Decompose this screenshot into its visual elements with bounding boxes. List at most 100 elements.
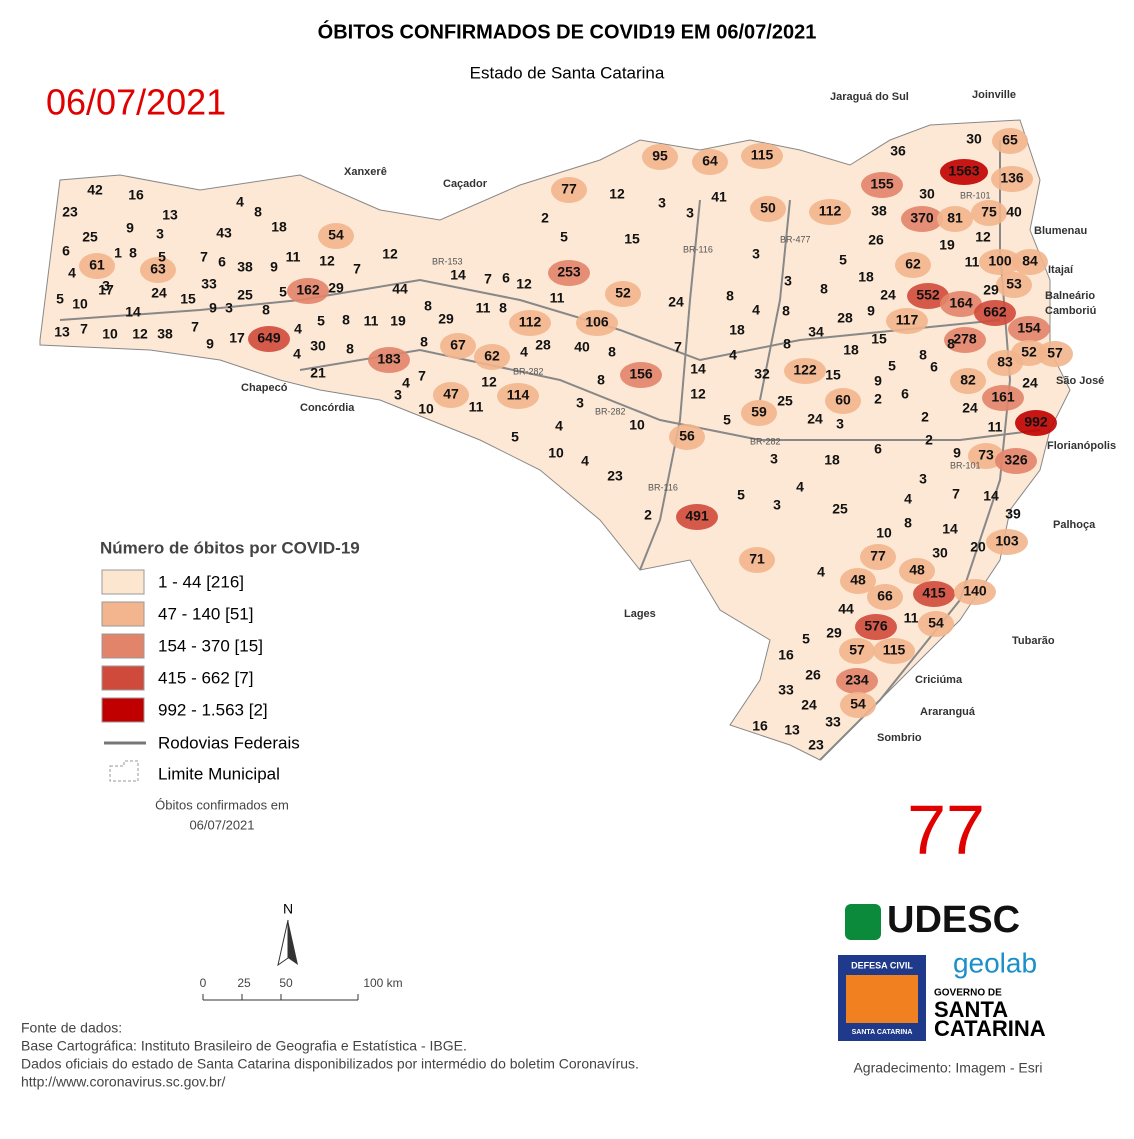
place-label: Florianópolis	[1047, 440, 1116, 452]
place-label: Balneário	[1045, 290, 1095, 302]
death-count: 5	[56, 291, 64, 307]
death-count: 3	[770, 451, 778, 467]
death-count: 5	[737, 487, 745, 503]
death-count: 3	[836, 416, 844, 432]
north-arrow-right	[288, 920, 298, 965]
municipality-area	[79, 253, 115, 279]
death-count: 491	[685, 508, 709, 524]
legend: Número de óbitos por COVID-19 1 - 44 [21…	[100, 538, 360, 832]
death-count: 3	[658, 195, 666, 211]
death-count: 161	[991, 389, 1015, 405]
municipality-area	[548, 260, 590, 286]
death-count: 26	[868, 232, 884, 248]
legend-swatch	[101, 697, 145, 723]
death-count: 60	[835, 392, 851, 408]
death-count: 33	[778, 682, 794, 698]
death-count: 183	[377, 351, 401, 367]
death-count: 7	[418, 368, 426, 384]
death-count: 14	[450, 267, 466, 283]
death-count: 54	[328, 227, 344, 243]
place-label: Xanxerê	[344, 166, 387, 178]
municipality-area	[991, 166, 1033, 192]
death-count: 4	[796, 479, 804, 495]
death-count: 40	[1006, 204, 1022, 220]
death-count: 29	[826, 625, 842, 641]
municipality-area	[669, 424, 705, 450]
death-count: 65	[1002, 132, 1018, 148]
death-count: 38	[157, 326, 173, 342]
death-count: 8	[262, 302, 270, 318]
death-count: 155	[870, 176, 894, 192]
place-label: Caçador	[443, 178, 488, 190]
death-count: 34	[808, 324, 824, 340]
legend-label: 415 - 662 [7]	[158, 668, 253, 687]
gov-logo: CATARINA	[934, 1016, 1046, 1041]
death-count: 24	[151, 285, 167, 301]
municipality-area	[1015, 410, 1057, 436]
legend-label: 47 - 140 [51]	[158, 604, 253, 623]
death-count: 28	[837, 310, 853, 326]
place-label: Araranguá	[920, 706, 976, 718]
death-count: 75	[981, 204, 997, 220]
death-count: 63	[150, 261, 166, 277]
death-count: 4	[555, 418, 563, 434]
death-count: 8	[424, 298, 432, 314]
death-count: 164	[949, 295, 973, 311]
road-label: BR-282	[595, 406, 626, 416]
death-count: 115	[883, 642, 906, 658]
death-count: 11	[988, 419, 1003, 435]
death-count: 41	[711, 189, 727, 205]
death-count: 17	[229, 330, 245, 346]
municipality-area	[968, 443, 1004, 469]
death-count: 77	[561, 181, 577, 197]
death-count: 24	[962, 400, 978, 416]
legend-swatch	[101, 601, 145, 627]
death-count: 3	[784, 273, 792, 289]
death-count: 11	[469, 399, 484, 415]
death-count: 4	[817, 564, 825, 580]
death-count: 13	[54, 324, 70, 340]
death-count: 15	[871, 331, 887, 347]
death-count: 6	[874, 441, 882, 457]
municipality-area	[368, 347, 410, 373]
death-count: 14	[125, 304, 141, 320]
municipality-area	[840, 692, 876, 718]
death-count: 156	[629, 366, 653, 382]
road-label: BR-153	[432, 256, 463, 266]
death-count: 15	[825, 367, 841, 383]
north-arrow: N	[277, 901, 298, 967]
legend-swatch	[101, 569, 145, 595]
death-count: 12	[132, 326, 148, 342]
scale-bar	[202, 994, 359, 1001]
legend-label: 154 - 370 [15]	[158, 636, 263, 655]
death-count: 8	[947, 336, 955, 352]
death-count: 39	[1005, 506, 1021, 522]
municipality-area	[950, 368, 986, 394]
death-count: 100	[988, 253, 1012, 269]
death-count: 64	[702, 153, 718, 169]
road-label: BR-116	[648, 482, 678, 492]
death-count: 415	[922, 585, 946, 601]
death-count: 56	[679, 428, 695, 444]
death-count: 25	[82, 229, 98, 245]
death-count: 73	[978, 447, 994, 463]
death-count: 4	[581, 453, 589, 469]
death-count: 30	[932, 545, 948, 561]
death-count: 19	[939, 237, 955, 253]
death-count: 30	[310, 338, 326, 354]
municipality-area	[620, 362, 662, 388]
death-count: 12	[382, 246, 398, 262]
legend-swatch	[101, 633, 145, 659]
death-count: 4	[904, 491, 912, 507]
municipality-area	[855, 614, 897, 640]
death-count: 117	[896, 312, 919, 328]
death-count: 83	[997, 354, 1013, 370]
municipality-area	[995, 448, 1037, 474]
death-count: 25	[832, 501, 848, 517]
death-count: 7	[484, 271, 492, 287]
death-count: 4	[402, 375, 410, 391]
credits: Agradecimento: Imagem - Esri	[853, 1060, 1042, 1076]
death-count: 992	[1024, 414, 1048, 430]
scale-label: 25	[237, 976, 251, 990]
